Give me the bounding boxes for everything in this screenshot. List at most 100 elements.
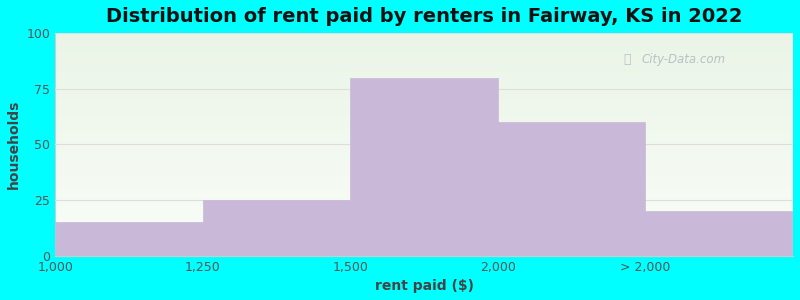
Bar [55,112,793,113]
Bar [55,170,793,171]
Bar [55,201,793,202]
Bar [55,241,793,242]
Bar [55,151,793,152]
Bar [55,159,793,160]
Bar [55,207,793,208]
Bar [55,56,793,58]
Bar [55,39,793,40]
Title: Distribution of rent paid by renters in Fairway, KS in 2022: Distribution of rent paid by renters in … [106,7,742,26]
Bar [55,38,793,39]
Bar [55,144,793,145]
Bar [55,198,793,199]
Bar [55,240,793,241]
Bar [55,248,793,249]
X-axis label: rent paid ($): rent paid ($) [374,279,474,293]
Bar [55,124,793,125]
Bar [55,210,793,211]
Bar [55,46,793,47]
Bar [55,177,793,178]
Bar [55,61,793,62]
Bar [55,220,793,221]
Bar [55,246,793,247]
Bar [55,35,793,36]
Bar [55,153,793,154]
Bar [55,55,793,56]
Bar [55,224,793,226]
Bar [55,90,793,91]
Bar [55,49,793,50]
Bar [55,101,793,102]
Bar [55,92,793,93]
Bar [55,204,793,206]
Text: City-Data.com: City-Data.com [642,53,726,66]
Bar [55,118,793,119]
Bar [55,146,793,147]
Bar [55,179,793,180]
Bar [55,222,793,224]
Bar [55,111,793,112]
Bar [55,130,793,131]
Bar [55,74,793,75]
Bar [55,173,793,174]
Bar [55,123,793,124]
Bar [55,155,793,157]
Bar [55,200,793,201]
Bar [55,70,793,71]
Bar [55,110,793,111]
Bar [55,166,793,167]
Bar [55,122,793,123]
Y-axis label: households: households [7,100,21,189]
Text: ⓘ: ⓘ [623,53,631,66]
Bar [55,242,793,243]
Bar [55,228,793,229]
Bar [55,80,793,81]
Bar [55,217,793,218]
Bar [55,139,793,140]
Bar [55,161,793,162]
Bar [55,44,793,45]
Bar [55,94,793,95]
Bar [55,171,793,172]
Bar [55,102,793,103]
Bar [55,194,793,196]
Bar [55,238,793,239]
Bar [55,180,793,181]
Bar [55,133,793,134]
Bar [55,36,793,38]
Bar [55,95,793,97]
Bar [55,147,793,148]
Bar [55,184,793,185]
Bar [55,103,793,104]
Bar [55,141,793,142]
Bar [55,131,793,132]
Bar [55,206,793,207]
Bar [55,213,793,214]
Bar [55,45,793,46]
Bar [55,232,793,233]
Bar [55,119,793,120]
Bar [55,105,793,106]
Bar [55,88,793,89]
Bar [55,129,793,130]
Bar [55,233,793,235]
Bar [55,150,793,151]
Bar [55,135,793,136]
Bar [55,154,793,155]
Bar [55,121,793,122]
Bar [55,47,793,49]
Bar [55,219,793,220]
Bar [55,226,793,227]
Bar [55,169,793,170]
Bar [55,187,793,188]
Bar [55,227,793,228]
Bar [55,239,793,240]
Bar [55,251,793,252]
Bar [55,203,793,204]
Bar [55,209,793,210]
Bar [55,58,793,59]
Bar [55,125,793,127]
Bar [55,211,793,212]
Bar [55,229,793,230]
Bar [55,108,793,109]
Bar [55,142,793,143]
